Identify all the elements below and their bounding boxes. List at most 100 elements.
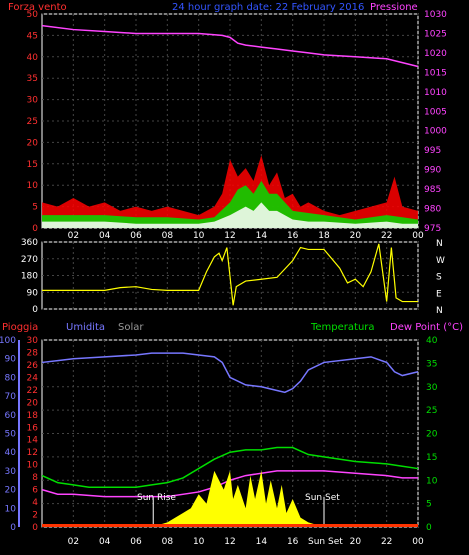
climate-x-tick-label: 16 — [287, 537, 299, 547]
direction-line — [42, 243, 418, 306]
wind-tick-label: 20 — [27, 138, 39, 148]
weather-climate-chart: Pioggia Umidita Solar Temperatura Dew Po… — [0, 322, 463, 547]
pressure-tick-label: 1010 — [424, 88, 447, 98]
pressure-axis-label: Pressione — [370, 2, 418, 13]
rain-tick-label: 2 — [32, 511, 38, 521]
wind-tick-label: 15 — [27, 160, 38, 170]
x-tick-label: 14 — [256, 231, 268, 241]
direction-tick-label: 90 — [27, 288, 39, 298]
climate-x-tick-label: 10 — [193, 537, 205, 547]
rain-tick-label: 28 — [27, 348, 39, 358]
climate-x-tick-label: 22 — [381, 537, 392, 547]
direction-tick-label: 0 — [32, 305, 38, 315]
rain-tick-label: 18 — [27, 411, 39, 421]
rain-axis-label: Pioggia — [2, 322, 38, 333]
rain-tick-label: 22 — [27, 386, 38, 396]
humidity-tick-label: 50 — [5, 430, 17, 440]
wind-tick-label: 30 — [27, 96, 39, 106]
pressure-tick-label: 1005 — [424, 107, 447, 117]
temperature-tick-label: 25 — [426, 406, 437, 416]
humidity-tick-label: 20 — [5, 486, 17, 496]
x-tick-label: 18 — [318, 231, 330, 241]
climate-ticks: 0510152025303540010203040506070809010002… — [0, 336, 438, 547]
climate-x-tick-label: 12 — [224, 537, 235, 547]
temperature-tick-label: 10 — [426, 476, 438, 486]
humidity-tick-label: 90 — [5, 355, 17, 365]
wind-direction-chart: 090180270360NWSEN02040608101214161820220… — [21, 238, 445, 316]
rain-tick-label: 16 — [27, 423, 39, 433]
rain-tick-label: 14 — [27, 436, 39, 446]
humidity-tick-label: 40 — [5, 448, 17, 458]
humidity-axis-label: Umidita — [66, 322, 105, 333]
chart-title: 24 hour graph date: 22 February 2016 — [172, 2, 364, 13]
rain-tick-label: 26 — [27, 361, 39, 371]
solar-area — [151, 470, 324, 527]
climate-x-tick-label: 08 — [162, 537, 174, 547]
wind-series-vento-medio — [42, 180, 418, 228]
compass-tick-label: N — [436, 306, 443, 316]
climate-x-tick-label: 02 — [68, 537, 79, 547]
humidity-tick-label: 80 — [5, 373, 17, 383]
compass-tick-label: E — [436, 289, 442, 299]
x-tick-label: 02 — [68, 231, 79, 241]
x-tick-label: 06 — [130, 231, 142, 241]
pressure-tick-label: 995 — [424, 146, 441, 156]
wind-pressure-chart: Forza vento 24 hour graph date: 22 Febru… — [8, 2, 447, 241]
pressure-tick-label: 1000 — [424, 127, 447, 137]
temperature-tick-label: 30 — [426, 383, 438, 393]
rain-bar — [42, 524, 418, 527]
wind-tick-label: 25 — [27, 117, 38, 127]
rain-tick-label: 12 — [27, 448, 38, 458]
climate-line-dew-point — [41, 470, 418, 498]
dewpoint-axis-label: Dew Point (°C) — [390, 322, 463, 333]
compass-tick-label: N — [436, 239, 443, 249]
temperature-tick-label: 5 — [426, 500, 432, 510]
x-tick-label: 08 — [162, 231, 174, 241]
humidity-tick-label: 60 — [5, 411, 17, 421]
temperature-tick-label: 35 — [426, 359, 437, 369]
climate-series — [41, 352, 419, 527]
pressure-tick-label: 1015 — [424, 68, 447, 78]
wind-series-vento — [42, 202, 418, 228]
x-tick-label: 00 — [412, 231, 424, 241]
wind-series-raffica — [42, 155, 418, 228]
climate-x-tick-label: 00 — [412, 537, 424, 547]
wind-ticks: 0510152025303540455097598098599099510001… — [27, 10, 448, 241]
climate-line-umidita — [41, 352, 419, 394]
x-tick-label: 04 — [99, 231, 111, 241]
wind-series — [41, 24, 419, 228]
wind-tick-label: 5 — [32, 203, 38, 213]
x-tick-label: 10 — [193, 231, 205, 241]
temperature-axis-label: Temperatura — [310, 322, 375, 333]
x-tick-label: 22 — [381, 231, 392, 241]
rain-tick-label: 10 — [27, 461, 39, 471]
compass-tick-label: W — [436, 256, 445, 266]
wind-grid — [42, 13, 419, 229]
wind-tick-label: 45 — [27, 31, 38, 41]
direction-series — [42, 243, 418, 306]
climate-line-temperatura — [41, 446, 419, 489]
pressure-tick-label: 990 — [424, 166, 441, 176]
climate-x-tick-label: 06 — [130, 537, 142, 547]
direction-tick-label: 180 — [21, 272, 38, 282]
climate-x-tick-label: 20 — [350, 537, 362, 547]
direction-ticks: 090180270360NWSEN02040608101214161820220… — [21, 238, 445, 316]
direction-tick-label: 270 — [21, 255, 38, 265]
rain-tick-label: 20 — [27, 398, 39, 408]
humidity-tick-label: 10 — [5, 504, 17, 514]
rain-tick-label: 30 — [27, 336, 39, 346]
compass-tick-label: S — [436, 273, 442, 283]
pressure-line — [41, 24, 419, 68]
rain-tick-label: 6 — [32, 486, 38, 496]
rain-tick-label: 8 — [32, 473, 38, 483]
sun-set-axis-label: Sun Set — [308, 537, 343, 547]
sun-rise-label: Sun Rise — [137, 493, 176, 503]
pressure-tick-label: 1020 — [424, 49, 447, 59]
x-tick-label: 12 — [224, 231, 235, 241]
rain-tick-label: 4 — [32, 498, 38, 508]
pressure-tick-label: 980 — [424, 205, 441, 215]
rain-tick-label: 0 — [32, 523, 38, 533]
solar-axis-label: Solar — [118, 322, 144, 333]
x-tick-label: 20 — [350, 231, 362, 241]
pressure-tick-label: 985 — [424, 185, 441, 195]
